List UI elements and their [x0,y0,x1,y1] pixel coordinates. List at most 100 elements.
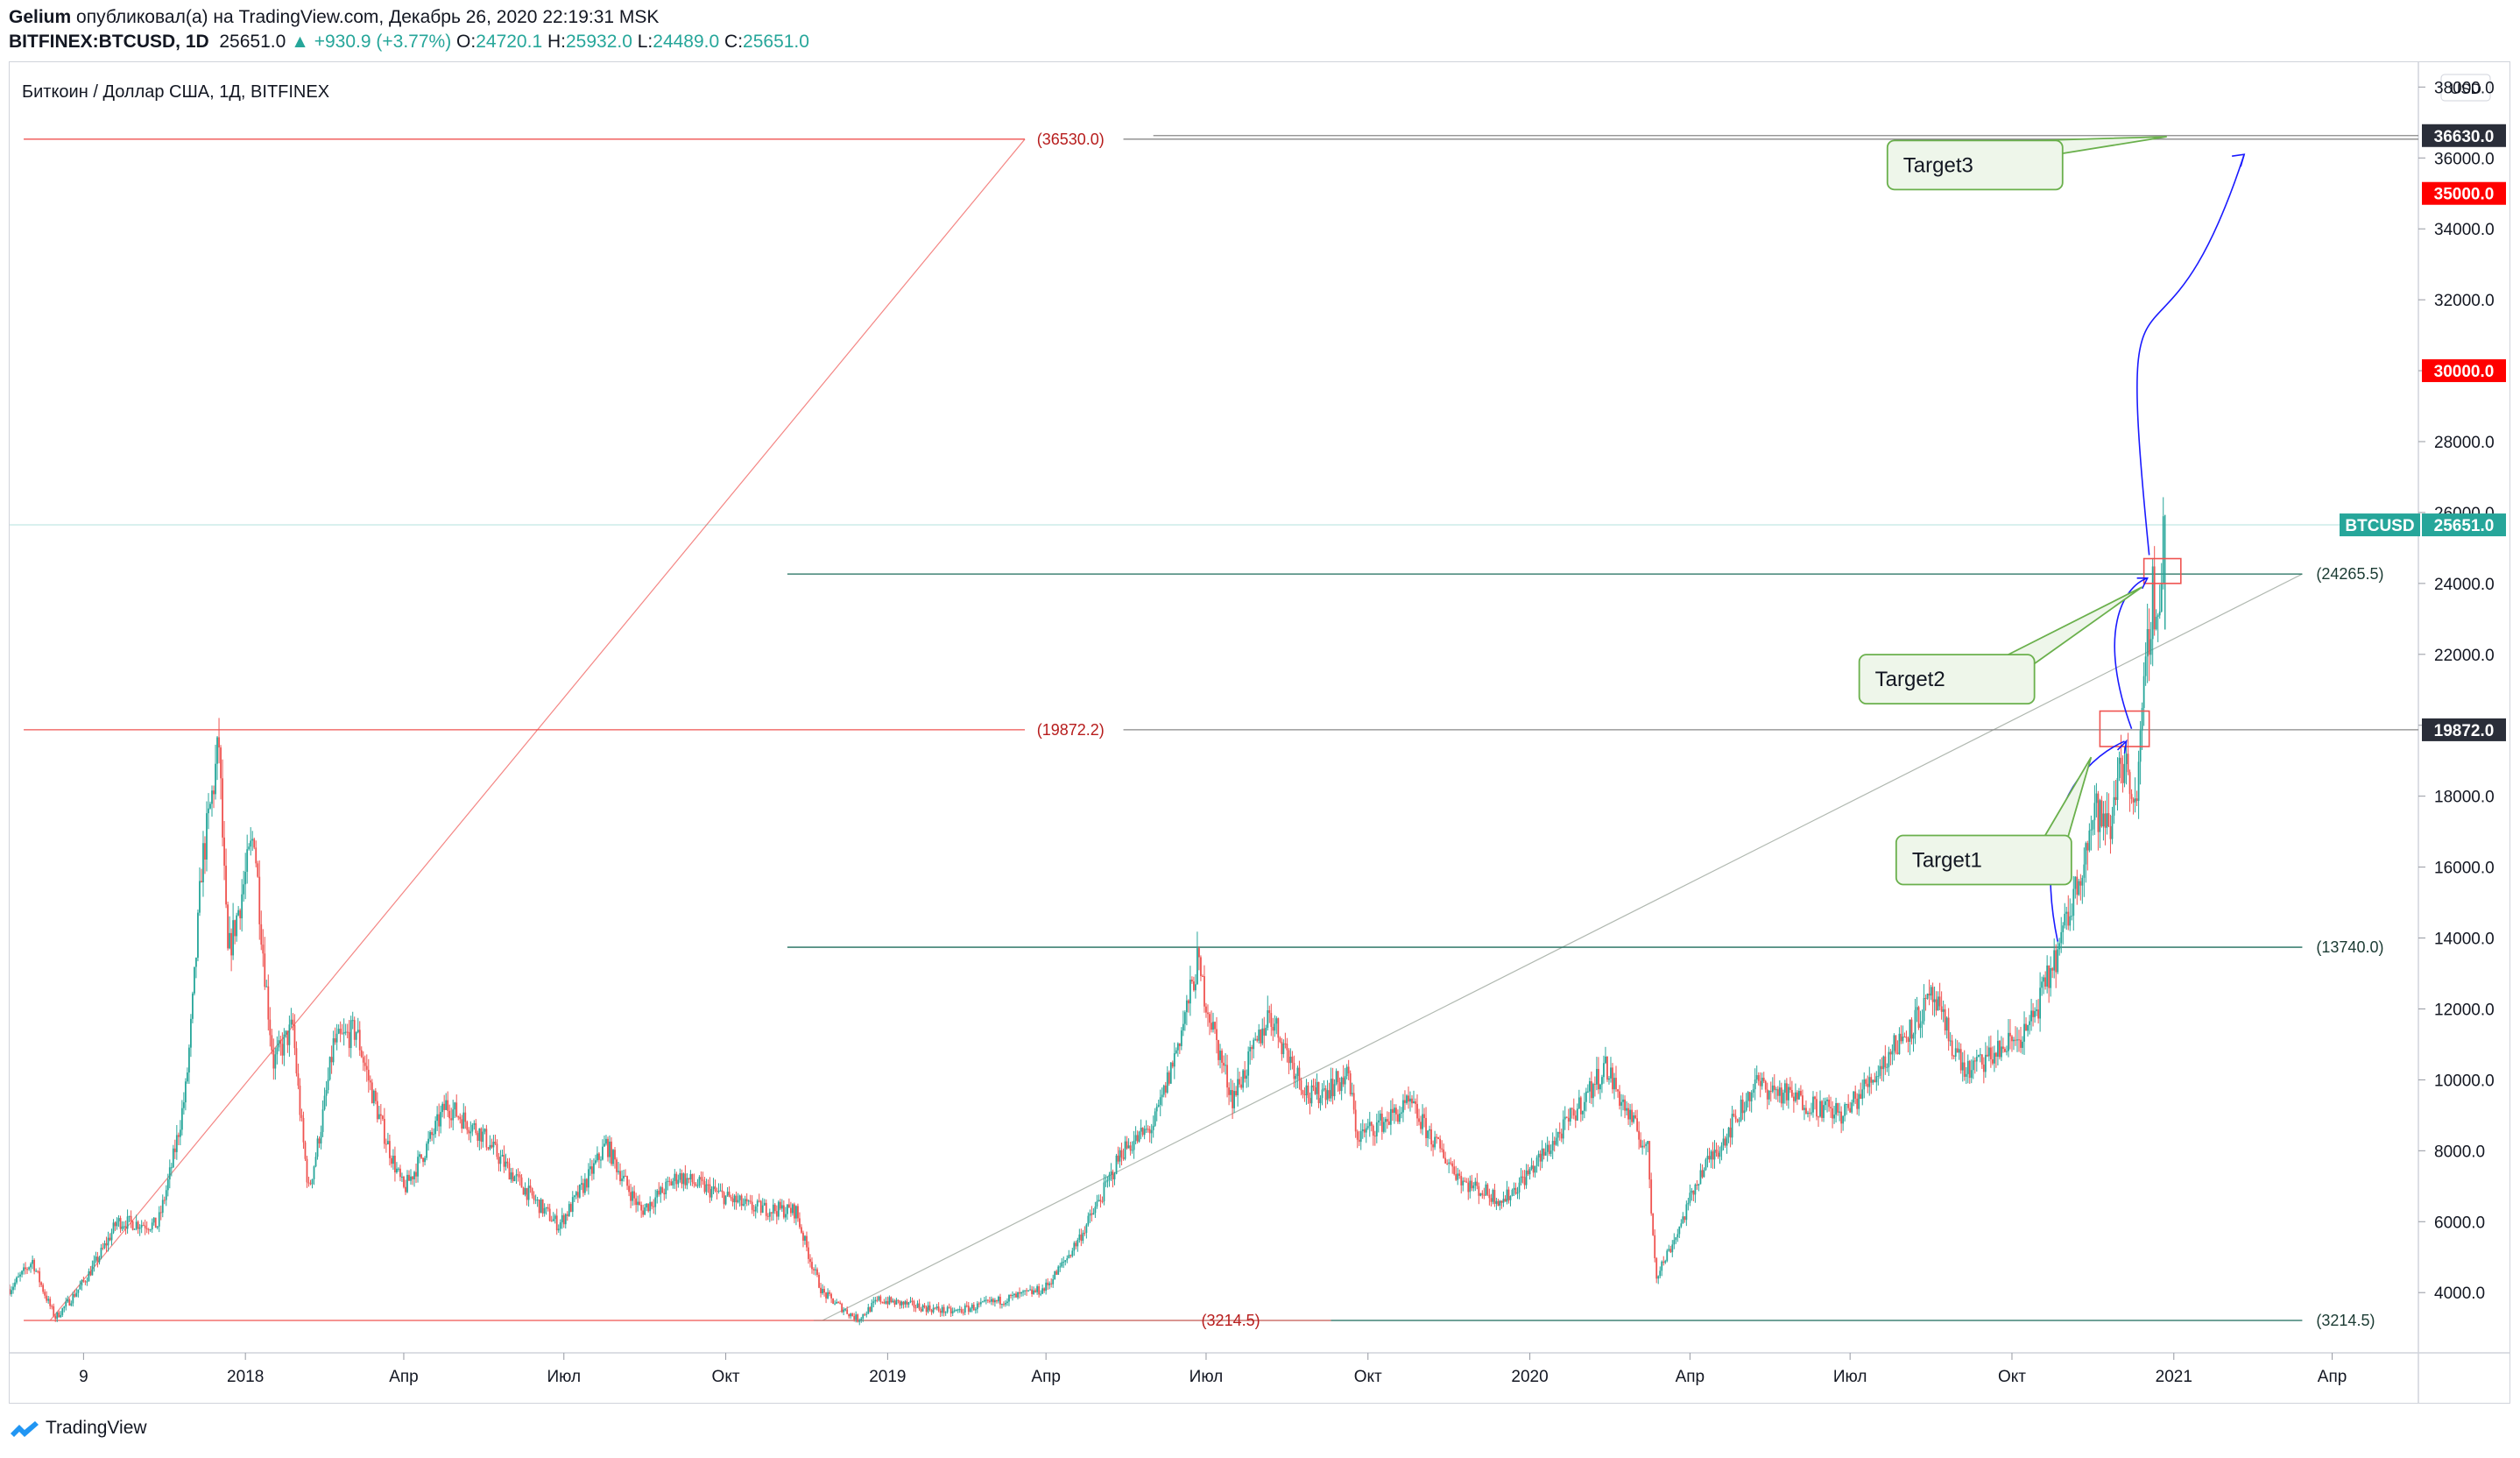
candle-body [1471,1180,1473,1189]
candle-body [1567,1117,1570,1122]
candle-body [299,1085,301,1115]
candle-body [1605,1056,1606,1064]
candle-body [1324,1088,1327,1101]
candle-body [656,1190,659,1198]
candle-body [691,1173,694,1183]
candle-body [1759,1080,1761,1086]
candle-body [1951,1040,1953,1056]
candle-body [1826,1100,1828,1101]
candle-body [204,843,206,860]
candle-body [1425,1117,1427,1138]
candle-body [862,1313,865,1319]
price-chart[interactable]: Биткоин / Доллар США, 1Д, BITFINEX USD 400… [10,62,2509,1403]
candle-body [498,1157,500,1164]
candle-body [589,1166,591,1170]
low-value: 24489.0 [653,32,720,52]
candle-body [1694,1184,1697,1195]
candle-body [1945,1017,1948,1031]
candle-body [184,1081,187,1103]
candle-body [1768,1091,1770,1100]
author-name[interactable]: Gelium [9,7,72,27]
candle-body [1015,1293,1017,1298]
candle-body [1008,1295,1010,1302]
candle-body [1143,1129,1146,1136]
candle-body [942,1306,945,1313]
candle-body [946,1306,949,1313]
candle-body [1057,1266,1060,1275]
candle-body [1119,1150,1121,1162]
candle-body [1999,1040,2001,1058]
candle-body [705,1184,708,1193]
candle-body [283,1034,286,1056]
candle-body [197,912,199,959]
candle-body [1882,1056,1885,1070]
y-tick-label: 12000.0 [2434,1001,2495,1019]
candle-body [937,1306,940,1311]
price-badge [2422,359,2506,383]
candle-body [211,790,213,804]
candle-body [900,1301,903,1306]
candle-body [218,737,220,748]
candle-body [1335,1071,1338,1085]
candle-body [2050,967,2052,988]
candle-body [2083,864,2086,878]
chart-frame[interactable]: Биткоин / Доллар США, 1Д, BITFINEX USD 400… [9,61,2510,1404]
candle-body [70,1303,73,1306]
candle-body [206,813,208,860]
candle-body [276,1047,279,1055]
candle-body [1066,1258,1069,1261]
candle-body [1762,1077,1765,1081]
candle-body [1092,1213,1095,1215]
candle-body [429,1132,431,1139]
candle-body [1499,1200,1501,1207]
candle-body [780,1205,783,1209]
candle-body [1631,1109,1633,1122]
candle-body [557,1228,560,1231]
candle-body [2128,772,2131,795]
candle-body [95,1256,97,1261]
candle-body [475,1122,477,1134]
candle-body [381,1115,384,1119]
level-label: (19872.2) [1037,721,1105,739]
candle-body [1071,1250,1074,1256]
y-tick-label: 34000.0 [2434,221,2495,239]
candle-body [979,1302,982,1305]
candle-body [1713,1150,1716,1160]
candle-body [10,1289,11,1294]
candle-body [473,1122,476,1125]
candle-body [1959,1049,1962,1071]
candle-body [2134,798,2136,803]
candle-body [1785,1083,1788,1101]
candle-body [1828,1100,1830,1108]
candle-body [154,1217,157,1228]
candle-body [290,1019,293,1025]
candle-body [506,1161,509,1164]
close-label: C: [724,32,744,52]
candle-body [1863,1079,1866,1090]
candle-body [1989,1047,1992,1060]
candle-body [1384,1119,1387,1122]
candle-body [1178,1043,1181,1046]
candle-body [496,1143,498,1157]
candle-body [2118,757,2121,778]
candle-body [1507,1189,1510,1200]
candle-body [392,1155,394,1164]
candle-body [1652,1213,1655,1235]
candle-body [302,1117,305,1143]
candle-body [1783,1083,1786,1094]
candle-body [229,932,230,949]
candle-body [2079,881,2082,886]
candle-body [1040,1293,1042,1295]
candle-body [772,1204,774,1214]
callout-pointer [2008,586,2143,669]
candle-body [808,1247,809,1259]
candle-body [1654,1235,1656,1258]
candle-body [674,1173,676,1181]
candle-body [1230,1090,1232,1095]
candle-body [462,1112,465,1129]
candle-body [1727,1127,1730,1137]
candle-body [1712,1151,1714,1160]
candle-body [893,1300,896,1305]
price-badge-label: 36630.0 [2434,128,2495,146]
candle-body [1819,1101,1821,1117]
